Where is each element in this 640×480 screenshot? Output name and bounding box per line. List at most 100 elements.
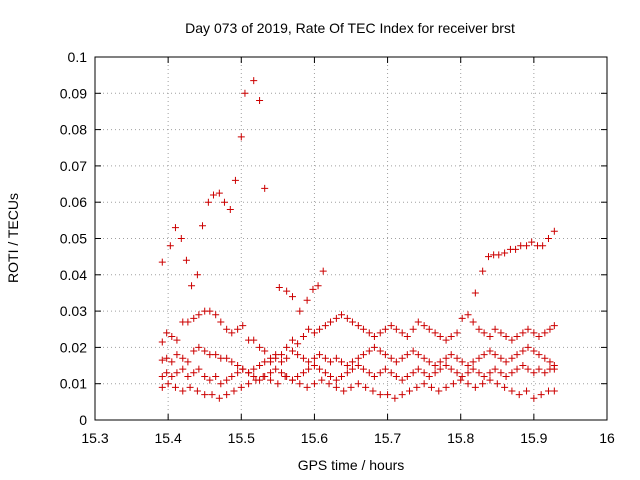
data-point	[234, 325, 242, 333]
data-point	[535, 365, 543, 373]
data-point	[303, 296, 311, 304]
data-point	[524, 365, 532, 373]
data-point	[348, 318, 356, 326]
data-point	[447, 365, 455, 373]
data-point	[166, 242, 174, 250]
data-point	[530, 394, 538, 402]
data-point	[318, 376, 326, 384]
data-point	[449, 380, 457, 388]
data-point	[314, 282, 322, 290]
data-point	[252, 376, 260, 384]
data-point	[163, 369, 171, 377]
data-point	[392, 372, 400, 380]
data-point	[195, 343, 203, 351]
data-point	[354, 322, 362, 330]
data-point	[392, 358, 400, 366]
data-point	[256, 97, 264, 105]
x-tick-label: 15.8	[447, 430, 474, 446]
data-point	[220, 198, 228, 206]
data-point	[497, 369, 505, 377]
data-point	[171, 224, 179, 232]
data-point	[425, 325, 433, 333]
data-point	[354, 354, 362, 362]
data-point	[267, 369, 275, 377]
data-point	[403, 333, 411, 341]
data-point	[403, 372, 411, 380]
data-point	[524, 325, 532, 333]
data-point	[391, 394, 399, 402]
data-point	[259, 372, 267, 380]
data-point	[305, 358, 313, 366]
data-point	[283, 287, 291, 295]
y-tick-label: 0.09	[60, 85, 87, 101]
data-point	[274, 380, 282, 388]
data-point	[347, 383, 355, 391]
data-point	[413, 383, 421, 391]
data-point	[544, 387, 552, 395]
data-point	[208, 391, 216, 399]
data-point	[190, 369, 198, 377]
data-point	[381, 365, 389, 373]
data-point	[310, 362, 318, 370]
data-point	[495, 251, 503, 259]
data-point	[376, 391, 384, 399]
data-point	[501, 383, 509, 391]
data-point	[267, 358, 275, 366]
data-point	[420, 354, 428, 362]
data-point	[535, 351, 543, 359]
data-point	[392, 325, 400, 333]
x-tick-label: 15.9	[520, 430, 547, 446]
data-point	[288, 336, 296, 344]
data-point	[231, 176, 239, 184]
data-point	[544, 235, 552, 242]
data-point	[475, 354, 483, 362]
data-point	[343, 314, 351, 322]
data-point	[502, 372, 510, 380]
data-point	[321, 369, 329, 377]
data-point	[239, 365, 247, 373]
data-point	[168, 358, 176, 366]
data-point	[294, 351, 302, 359]
data-point	[519, 329, 527, 337]
data-point	[296, 307, 304, 315]
data-point	[471, 289, 479, 297]
data-point	[173, 351, 181, 359]
data-point	[278, 369, 286, 377]
data-point	[479, 267, 487, 275]
data-point	[275, 284, 283, 292]
data-point	[387, 354, 395, 362]
y-tick-label: 0.01	[60, 376, 87, 392]
data-point	[184, 318, 192, 326]
data-point	[471, 383, 479, 391]
data-point	[457, 376, 465, 384]
data-point	[332, 354, 340, 362]
data-point	[190, 314, 198, 322]
data-point	[414, 365, 422, 373]
data-point	[168, 333, 176, 341]
data-point	[261, 358, 269, 366]
y-tick-label: 0.1	[68, 49, 88, 65]
data-point	[206, 307, 214, 315]
data-point	[234, 362, 242, 370]
data-point	[158, 338, 166, 346]
data-point	[370, 343, 378, 351]
data-point	[497, 354, 505, 362]
data-point	[530, 369, 538, 377]
data-point	[348, 365, 356, 373]
data-point	[550, 227, 558, 235]
data-point	[234, 369, 242, 377]
data-point	[217, 354, 225, 362]
data-point	[414, 318, 422, 326]
data-point	[217, 318, 225, 326]
y-tick-label: 0.02	[60, 339, 87, 355]
data-point	[223, 391, 231, 399]
data-point	[436, 365, 444, 373]
data-point	[414, 351, 422, 359]
data-point	[158, 383, 166, 391]
data-point	[464, 362, 472, 370]
data-point	[158, 356, 166, 364]
data-point	[272, 354, 280, 362]
data-point	[523, 242, 531, 250]
data-point	[179, 387, 187, 395]
data-point	[296, 380, 304, 388]
